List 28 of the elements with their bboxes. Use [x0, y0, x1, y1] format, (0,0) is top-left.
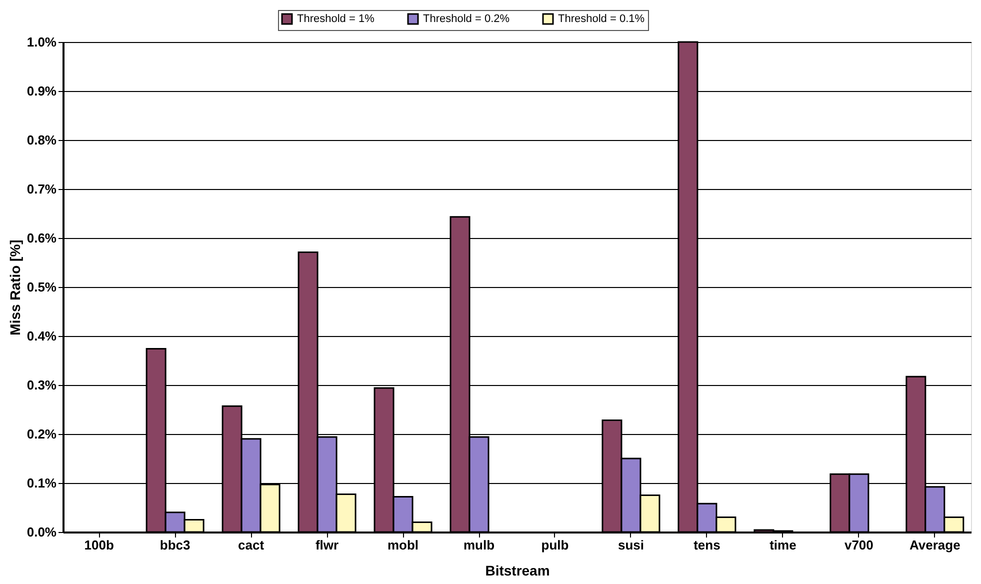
y-tick-label: 0.8%	[26, 132, 57, 148]
y-tick-label: 0.0%	[26, 524, 57, 540]
x-tick-label: time	[770, 538, 796, 552]
x-tick-label: cact	[238, 538, 265, 552]
y-axis-title: Miss Ratio [%]	[6, 240, 23, 336]
y-tick-label: 0.3%	[26, 378, 57, 392]
x-tick-label: flwr	[315, 538, 339, 552]
x-tick-label: pulb	[541, 538, 569, 552]
legend-label: Threshold = 0.1%	[558, 13, 645, 25]
y-tick-label: 0.7%	[26, 182, 57, 196]
legend-label: Threshold = 0.2%	[423, 13, 510, 25]
x-tick-label: susi	[618, 538, 644, 552]
y-tick-label: 1.0%	[26, 34, 57, 50]
x-tick-label: v700	[844, 538, 874, 552]
x-tick-label: tens	[694, 538, 720, 552]
x-tick-label: 100b	[84, 538, 114, 552]
y-tick-label: 0.1%	[26, 476, 57, 490]
y-tick-label: 0.9%	[26, 84, 57, 98]
y-tick-label: 0.5%	[26, 280, 57, 294]
y-tick-label: 0.6%	[26, 230, 57, 246]
x-tick-label: mulb	[463, 538, 495, 552]
x-tick-label: bbc3	[160, 538, 190, 552]
x-tick-label: Average	[909, 538, 960, 552]
x-tick-label: mobl	[387, 538, 419, 552]
x-axis-title: Bitstream	[485, 562, 550, 578]
y-tick-label: 0.2%	[26, 426, 57, 442]
legend-label: Threshold = 1%	[297, 13, 375, 25]
y-tick-label: 0.4%	[26, 328, 57, 344]
